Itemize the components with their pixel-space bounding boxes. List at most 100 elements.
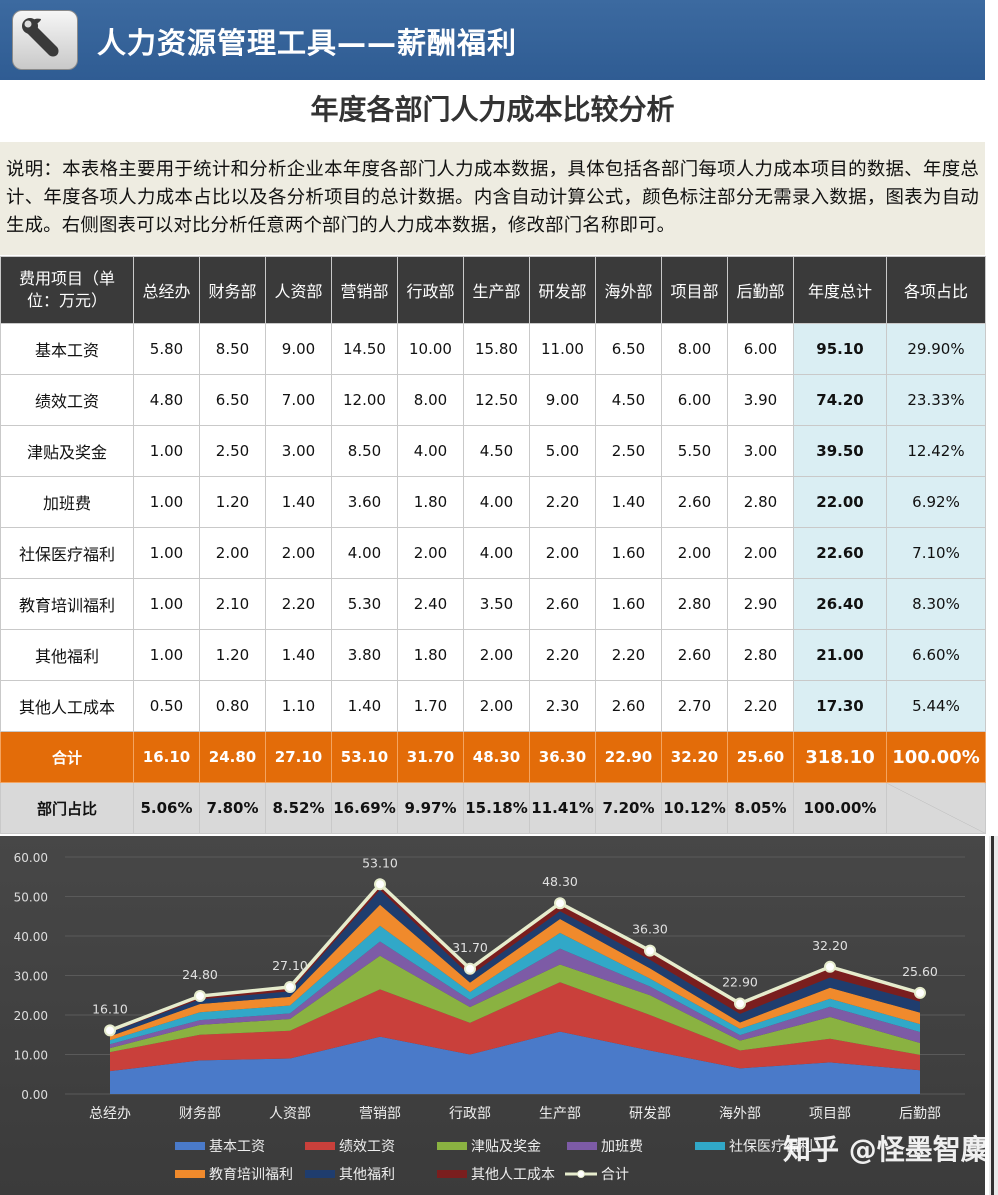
cell-value[interactable]: 2.30 — [529, 680, 596, 732]
cell-value[interactable]: 2.20 — [529, 476, 596, 528]
cell-value[interactable]: 8.50 — [199, 323, 266, 375]
row-total[interactable]: 22.00 — [793, 476, 887, 528]
cell-value[interactable]: 4.00 — [331, 527, 398, 579]
cell-value[interactable]: 1.00 — [133, 578, 200, 630]
row-share[interactable]: 7.10% — [886, 527, 986, 579]
sum-value[interactable]: 32.20 — [661, 731, 728, 783]
sum-value[interactable]: 31.70 — [397, 731, 464, 783]
cell-value[interactable]: 2.00 — [661, 527, 728, 579]
row-label[interactable]: 其他人工成本 — [0, 680, 134, 732]
cell-value[interactable]: 2.60 — [661, 476, 728, 528]
wrench-icon[interactable] — [12, 10, 78, 70]
cell-value[interactable]: 2.00 — [727, 527, 794, 579]
cell-value[interactable]: 7.00 — [265, 374, 332, 426]
cell-value[interactable]: 4.50 — [463, 425, 530, 477]
cell-value[interactable]: 15.80 — [463, 323, 530, 375]
share-value[interactable]: 8.05% — [727, 782, 794, 834]
share-value[interactable]: 9.97% — [397, 782, 464, 834]
cell-value[interactable]: 8.00 — [397, 374, 464, 426]
cell-value[interactable]: 1.40 — [265, 629, 332, 681]
cell-value[interactable]: 2.20 — [265, 578, 332, 630]
cell-value[interactable]: 2.50 — [199, 425, 266, 477]
cell-value[interactable]: 2.80 — [727, 476, 794, 528]
row-share[interactable]: 6.60% — [886, 629, 986, 681]
cell-value[interactable]: 3.60 — [331, 476, 398, 528]
sum-share[interactable]: 100.00% — [886, 731, 986, 783]
row-total[interactable]: 39.50 — [793, 425, 887, 477]
cell-value[interactable]: 6.50 — [199, 374, 266, 426]
cell-value[interactable]: 3.80 — [331, 629, 398, 681]
cell-value[interactable]: 2.80 — [661, 578, 728, 630]
sum-total[interactable]: 318.10 — [793, 731, 887, 783]
cell-value[interactable]: 2.20 — [529, 629, 596, 681]
cell-value[interactable]: 1.00 — [133, 629, 200, 681]
cell-value[interactable]: 12.00 — [331, 374, 398, 426]
cell-value[interactable]: 2.60 — [661, 629, 728, 681]
row-label[interactable]: 社保医疗福利 — [0, 527, 134, 579]
share-value[interactable]: 8.52% — [265, 782, 332, 834]
cell-value[interactable]: 12.50 — [463, 374, 530, 426]
row-share[interactable]: 5.44% — [886, 680, 986, 732]
share-total[interactable]: 100.00% — [793, 782, 887, 834]
row-share[interactable]: 23.33% — [886, 374, 986, 426]
share-value[interactable]: 15.18% — [463, 782, 530, 834]
cell-value[interactable]: 1.60 — [595, 527, 662, 579]
cell-value[interactable]: 2.60 — [595, 680, 662, 732]
share-label[interactable]: 部门占比 — [0, 782, 134, 834]
cell-value[interactable]: 1.40 — [595, 476, 662, 528]
row-total[interactable]: 22.60 — [793, 527, 887, 579]
row-label[interactable]: 加班费 — [0, 476, 134, 528]
cell-value[interactable]: 2.00 — [463, 680, 530, 732]
sum-value[interactable]: 22.90 — [595, 731, 662, 783]
cell-value[interactable]: 2.70 — [661, 680, 728, 732]
cell-value[interactable]: 5.50 — [661, 425, 728, 477]
cell-value[interactable]: 2.00 — [463, 629, 530, 681]
cell-value[interactable]: 2.00 — [529, 527, 596, 579]
row-label[interactable]: 教育培训福利 — [0, 578, 134, 630]
row-share[interactable]: 29.90% — [886, 323, 986, 375]
cell-value[interactable]: 1.40 — [331, 680, 398, 732]
cell-value[interactable]: 10.00 — [397, 323, 464, 375]
cell-value[interactable]: 4.50 — [595, 374, 662, 426]
cell-value[interactable]: 2.60 — [529, 578, 596, 630]
share-value[interactable]: 7.80% — [199, 782, 266, 834]
cell-value[interactable]: 5.00 — [529, 425, 596, 477]
cell-value[interactable]: 1.20 — [199, 476, 266, 528]
row-total[interactable]: 26.40 — [793, 578, 887, 630]
cell-value[interactable]: 9.00 — [529, 374, 596, 426]
row-share[interactable]: 12.42% — [886, 425, 986, 477]
cell-value[interactable]: 4.00 — [397, 425, 464, 477]
sum-value[interactable]: 48.30 — [463, 731, 530, 783]
row-label[interactable]: 津贴及奖金 — [0, 425, 134, 477]
cell-value[interactable]: 2.00 — [265, 527, 332, 579]
cell-value[interactable]: 1.10 — [265, 680, 332, 732]
cell-value[interactable]: 1.70 — [397, 680, 464, 732]
sum-label[interactable]: 合计 — [0, 731, 134, 783]
cell-value[interactable]: 6.00 — [661, 374, 728, 426]
cell-value[interactable]: 1.00 — [133, 527, 200, 579]
cell-value[interactable]: 2.90 — [727, 578, 794, 630]
row-label[interactable]: 绩效工资 — [0, 374, 134, 426]
cell-value[interactable]: 9.00 — [265, 323, 332, 375]
cell-value[interactable]: 1.00 — [133, 425, 200, 477]
share-value[interactable]: 10.12% — [661, 782, 728, 834]
cell-value[interactable]: 0.80 — [199, 680, 266, 732]
sum-value[interactable]: 24.80 — [199, 731, 266, 783]
cell-value[interactable]: 4.00 — [463, 476, 530, 528]
cell-value[interactable]: 8.50 — [331, 425, 398, 477]
cell-value[interactable]: 5.30 — [331, 578, 398, 630]
cell-value[interactable]: 2.00 — [199, 527, 266, 579]
row-total[interactable]: 17.30 — [793, 680, 887, 732]
cell-value[interactable]: 1.80 — [397, 476, 464, 528]
cell-value[interactable]: 3.00 — [265, 425, 332, 477]
share-value[interactable]: 16.69% — [331, 782, 398, 834]
sum-value[interactable]: 53.10 — [331, 731, 398, 783]
cell-value[interactable]: 3.00 — [727, 425, 794, 477]
cell-value[interactable]: 2.50 — [595, 425, 662, 477]
cell-value[interactable]: 2.20 — [727, 680, 794, 732]
row-total[interactable]: 74.20 — [793, 374, 887, 426]
cell-value[interactable]: 3.50 — [463, 578, 530, 630]
cell-value[interactable]: 1.00 — [133, 476, 200, 528]
cell-value[interactable]: 4.80 — [133, 374, 200, 426]
cell-value[interactable]: 2.00 — [397, 527, 464, 579]
